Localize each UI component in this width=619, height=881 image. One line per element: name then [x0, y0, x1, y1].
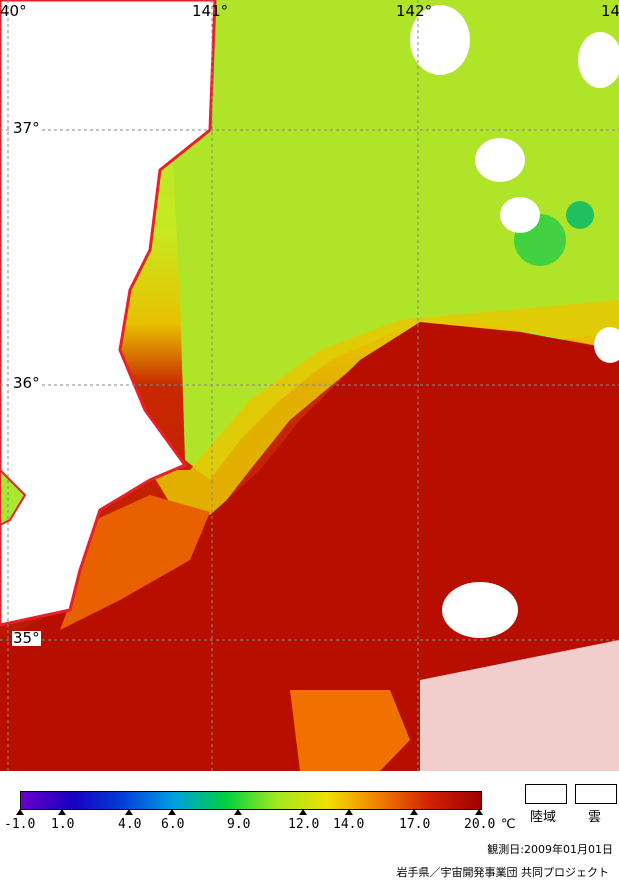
colorbar-tick-label: 9.0 — [227, 817, 251, 832]
latitude-label: 36° — [12, 374, 41, 392]
cloud — [578, 32, 619, 88]
observation-date: 観測日:2009年01月01日 — [487, 843, 613, 856]
colorbar-tick-label: 4.0 — [118, 817, 142, 832]
colorbar-tick — [234, 809, 242, 815]
colorbar-tick — [345, 809, 353, 815]
longitude-label: 142° — [396, 2, 433, 20]
warm-water-region — [0, 322, 619, 771]
colorbar-tick — [58, 809, 66, 815]
longitude-label: 40° — [0, 2, 27, 20]
latitude-label: 37° — [12, 119, 41, 137]
credit-text: 岩手県／宇宙開発事業団 共同プロジェクト — [396, 866, 610, 879]
colorbar-tick — [125, 809, 133, 815]
colorbar-tick-label: 6.0 — [161, 817, 185, 832]
southern-orange-patch — [290, 690, 410, 771]
colorbar-tick — [168, 809, 176, 815]
cloud-legend-label: 雲 — [588, 810, 602, 825]
cloud — [420, 640, 619, 771]
colorbar-tick — [299, 809, 307, 815]
cold-eddy — [566, 201, 594, 229]
cloud — [500, 197, 540, 233]
cloud — [475, 138, 525, 182]
cloud-legend-swatch — [575, 784, 617, 804]
cold-water-region — [170, 0, 619, 480]
colorbar-tick — [475, 809, 483, 815]
temperature-colorbar — [20, 791, 482, 810]
transition-band — [150, 300, 619, 520]
longitude-label: 14 — [601, 2, 619, 20]
colorbar-tick-label: 12.0 — [288, 817, 320, 832]
colorbar-tick-label: -1.0 — [4, 817, 36, 832]
cloud — [442, 582, 518, 638]
colorbar-tick-label: 14.0 — [333, 817, 365, 832]
colorbar-tick-label: 1.0 — [51, 817, 75, 832]
gridlines — [0, 0, 619, 771]
coastal-warm-strip — [60, 495, 210, 630]
colorbar-tick-label: 17.0 — [399, 817, 431, 832]
colorbar-tick — [16, 809, 24, 815]
land-legend-swatch — [525, 784, 567, 804]
cloud — [410, 5, 470, 75]
colorbar-tick-label: 20.0 — [464, 817, 496, 832]
land-legend-label: 陸域 — [530, 810, 557, 825]
sst-map — [0, 0, 619, 771]
colorbar-tick — [410, 809, 418, 815]
land-honshu — [0, 0, 217, 627]
longitude-label: 141° — [192, 2, 229, 20]
latitude-label: 35° — [12, 629, 41, 647]
cloud — [594, 327, 619, 363]
land-boso — [0, 468, 27, 527]
colorbar-unit: ℃ — [501, 817, 516, 832]
